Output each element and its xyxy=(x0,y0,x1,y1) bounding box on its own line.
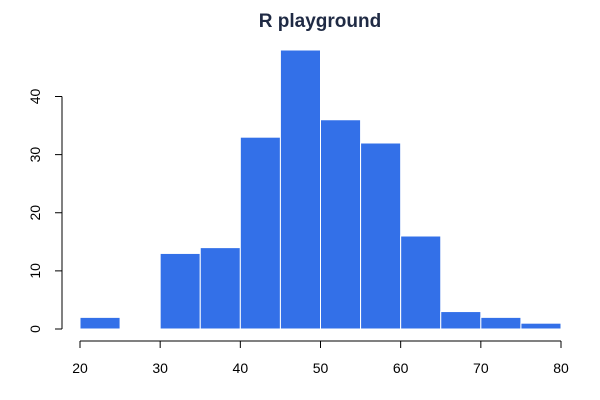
histogram-bar-10 xyxy=(520,322,562,330)
histogram-bar-5 xyxy=(320,119,362,330)
x-tick-label-1: 30 xyxy=(152,360,168,376)
histogram-bar-8 xyxy=(440,311,482,330)
histogram-bar-6 xyxy=(360,142,402,330)
x-axis: 20 30 40 50 60 70 80 xyxy=(72,340,569,376)
y-tick-label-4: 40 xyxy=(27,89,43,105)
y-tick-label-2: 20 xyxy=(27,205,43,221)
histogram-bar-7 xyxy=(400,235,442,330)
x-tick-label-6: 80 xyxy=(553,360,569,376)
y-axis: 0 10 20 30 40 xyxy=(27,89,63,333)
x-tick-label-2: 40 xyxy=(233,360,249,376)
chart-title: R playground xyxy=(259,11,381,32)
x-tick-label-5: 70 xyxy=(473,360,489,376)
bars-layer xyxy=(79,49,562,330)
x-tick-label-4: 60 xyxy=(393,360,409,376)
y-tick-label-1: 10 xyxy=(27,263,43,279)
histogram-bar-1 xyxy=(159,252,201,330)
histogram-bar-0 xyxy=(79,316,121,330)
histogram-bar-4 xyxy=(279,49,321,330)
histogram-bar-2 xyxy=(199,247,241,330)
x-tick-label-0: 20 xyxy=(72,360,88,376)
histogram-bar-9 xyxy=(480,316,522,330)
x-tick-label-3: 50 xyxy=(313,360,329,376)
histogram-bar-3 xyxy=(239,136,281,330)
y-tick-label-3: 30 xyxy=(27,147,43,163)
y-tick-label-0: 0 xyxy=(27,325,43,333)
